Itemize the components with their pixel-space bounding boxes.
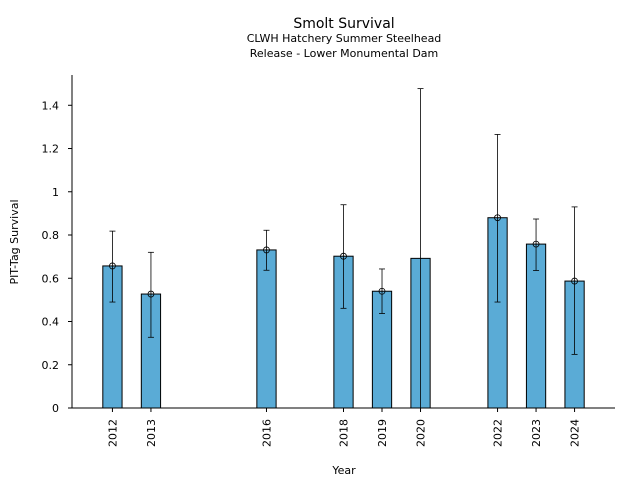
point-estimate-2023 [532,240,540,248]
x-tick-label: 2020 [415,419,428,447]
point-estimate-2019 [378,287,386,295]
point-estimate-2016 [263,246,270,254]
y-ticks-group: 0 0.2 0.4 0.6 0.8 1 1.2 1.4 [42,99,72,415]
x-tick-label: 2023 [530,419,543,447]
y-tick-label: 0.6 [42,272,60,285]
y-tick-label: 1.2 [42,143,60,156]
x-tick-label: 2019 [376,419,389,447]
x-tick-label: 2024 [569,419,582,447]
markers-group [109,214,578,298]
y-tick-label: 0.8 [42,229,60,242]
x-tick-label: 2016 [260,419,273,447]
errorbars-group [109,88,578,409]
x-axis-label: Year [331,464,356,477]
point-estimate-2013 [147,290,155,298]
chart-subtitle-line-2: Release - Lower Monumental Dam [250,47,439,60]
chart-title: Smolt Survival [293,16,394,32]
chart-subtitle-line-1: CLWH Hatchery Summer Steelhead [247,32,442,45]
point-estimate-2024 [571,277,578,285]
x-tick-label: 2022 [492,419,505,447]
y-axis-label: PIT-Tag Survival [8,199,21,284]
point-estimate-2012 [109,262,116,270]
point-estimate-2018 [340,252,347,260]
y-tick-label: 1 [52,186,59,199]
x-ticks-group: 2012 2013 2016 2018 2019 2020 2022 2023 2024 [106,408,582,447]
bar-2016 [256,249,277,409]
x-tick-label: 2012 [106,419,119,447]
y-tick-label: 1.4 [42,99,60,112]
bars-group [102,217,585,409]
x-tick-label: 2013 [145,419,158,447]
y-tick-label: 0.4 [42,316,60,329]
x-tick-label: 2018 [338,419,351,447]
point-estimate-2022 [494,214,501,222]
y-tick-label: 0 [52,402,59,415]
y-tick-label: 0.2 [42,359,60,372]
